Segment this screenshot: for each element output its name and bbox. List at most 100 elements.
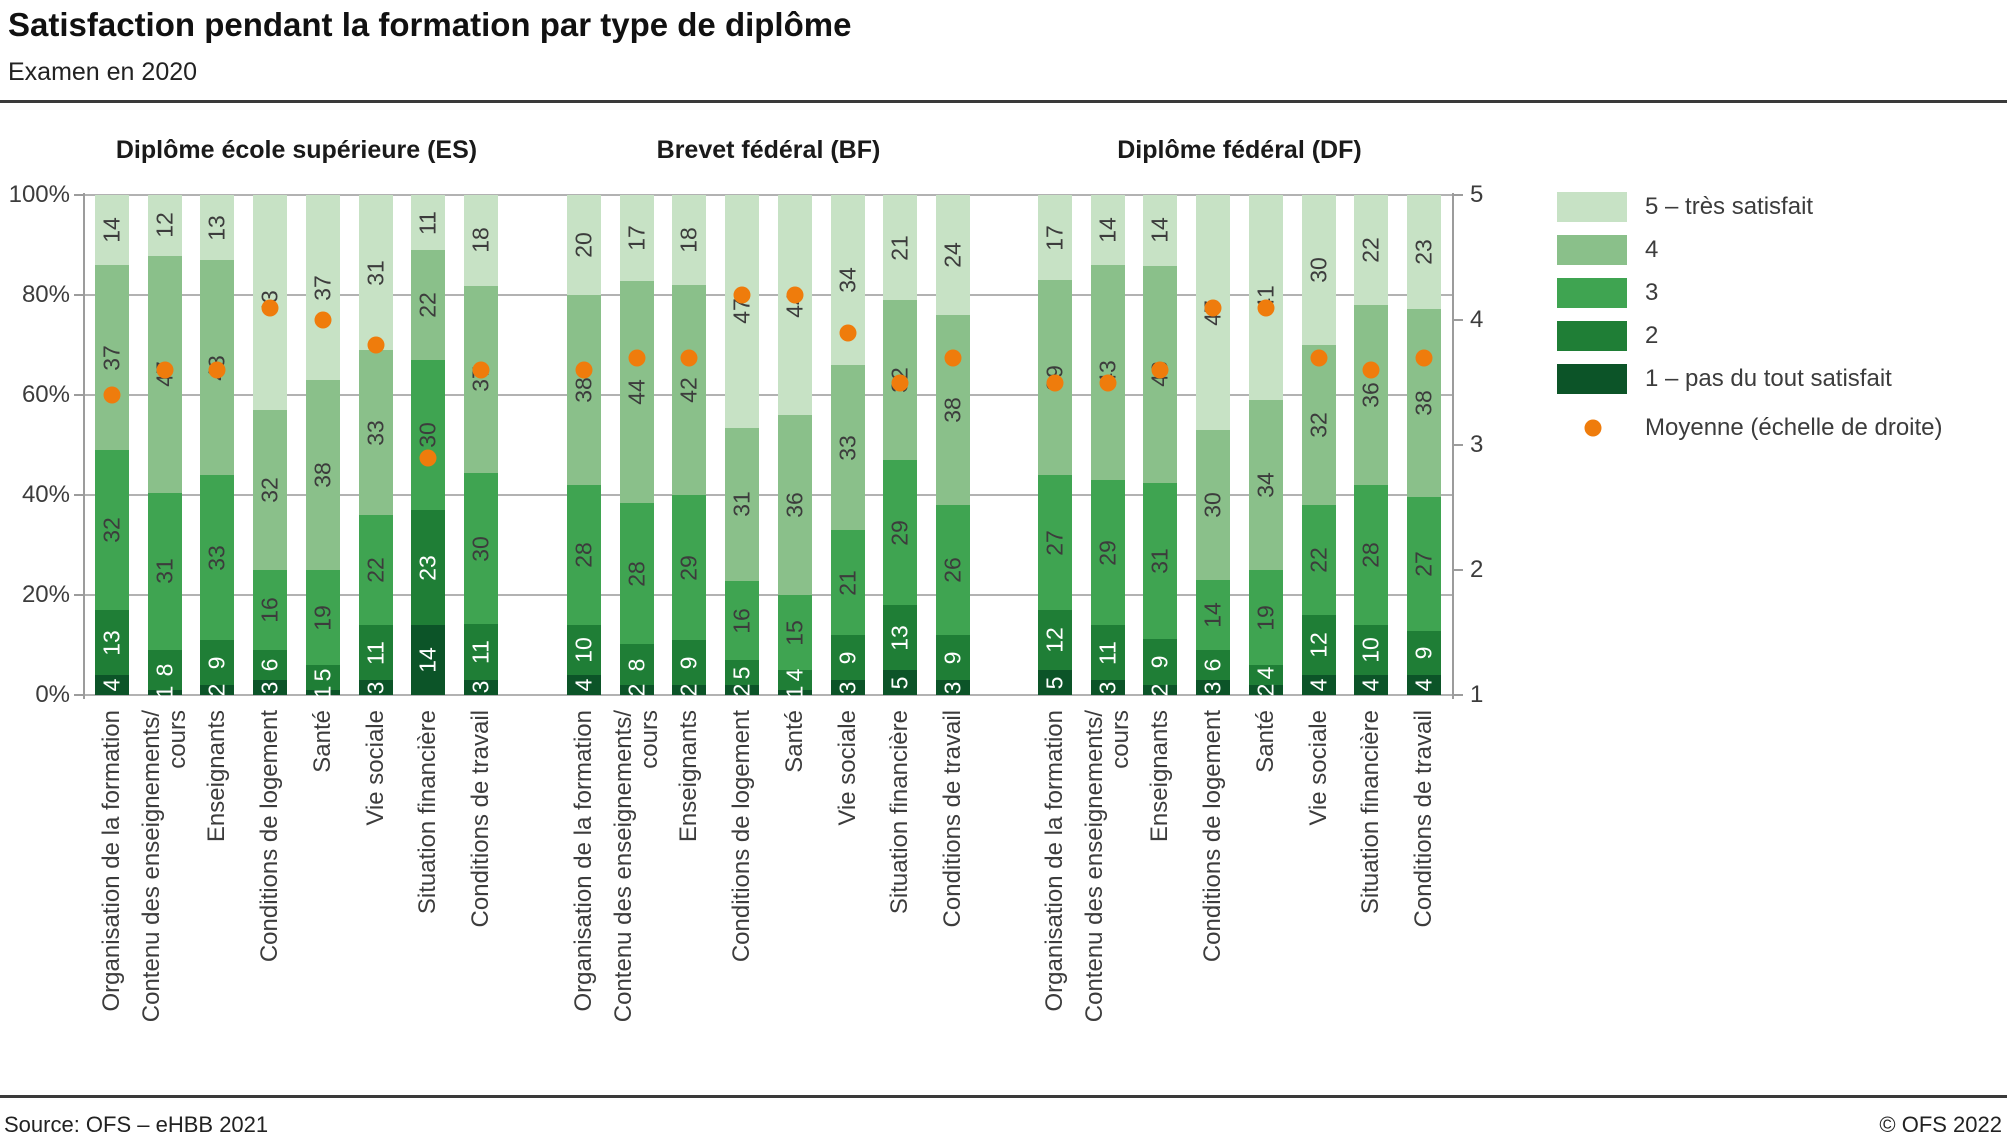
bar-value-label: 8	[623, 658, 650, 672]
x-axis-label: Situation financière	[414, 710, 442, 915]
bar-value-label: 13	[886, 624, 913, 651]
mean-dot	[472, 361, 490, 379]
bar-segment	[672, 285, 707, 495]
bar-segment	[1354, 625, 1389, 675]
x-axis-label: Enseignants	[675, 710, 703, 843]
bar-value-label: 5	[1041, 676, 1068, 689]
x-axis-label: Santé	[308, 710, 336, 773]
bar-value-label: 33	[362, 419, 389, 446]
bar-value-label: 16	[256, 597, 283, 623]
right-axis-tick-label: 2	[1470, 556, 1484, 583]
legend-label: 5 – très satisfait	[1645, 193, 1814, 220]
bar-value-label: 11	[467, 640, 494, 665]
gridline	[85, 694, 1452, 696]
bar-segment	[830, 635, 865, 680]
bar-segment	[1196, 430, 1231, 580]
bar-segment	[1143, 482, 1178, 640]
right-axis-tick-label: 5	[1470, 181, 1484, 208]
bar-value-label: 31	[1146, 548, 1173, 574]
bar-segment	[1038, 195, 1072, 280]
legend-swatch	[1557, 278, 1627, 308]
left-axis-tick-label: 0%	[35, 681, 70, 708]
bar-segment	[777, 670, 812, 690]
bar-segment	[1143, 195, 1178, 266]
bar-value-label: 9	[675, 656, 702, 669]
bar-value-label: 26	[939, 557, 966, 583]
bar-value-label: 30	[414, 422, 441, 448]
right-axis-tick	[1452, 444, 1463, 446]
bar-segment	[358, 680, 393, 695]
bar-value-label: 9	[939, 651, 966, 664]
bar-value-label: 37	[98, 344, 125, 371]
x-axis-label: Contenu des enseignements/ cours	[137, 710, 191, 1023]
bar-segment	[619, 195, 654, 281]
right-axis-tick	[1452, 694, 1463, 696]
bar-value-label: 3	[939, 681, 966, 694]
bar-segment	[777, 690, 812, 695]
bar-segment	[463, 195, 498, 286]
bar-segment	[253, 680, 288, 695]
mean-dot	[628, 349, 646, 366]
x-axis-label: Enseignants	[1146, 710, 1174, 843]
bar-segment	[672, 640, 707, 685]
bar-value-label: 12	[151, 212, 178, 239]
bar-segment	[411, 510, 446, 625]
bar-segment	[253, 650, 288, 680]
bar-segment	[777, 195, 812, 415]
bar-segment	[1354, 195, 1389, 305]
bar-value-label: 32	[98, 517, 125, 543]
bar-value-label: 32	[1305, 412, 1332, 438]
mean-dot	[786, 286, 804, 304]
bar-segment	[305, 690, 340, 695]
mean-dot	[419, 449, 437, 466]
legend-label: 4	[1645, 236, 1659, 263]
x-axis-label: Organisation de la formation	[98, 710, 125, 1012]
bar-segment	[935, 635, 970, 680]
bar-segment	[305, 380, 340, 570]
bar-segment	[1406, 195, 1441, 309]
bar-value-label: 22	[1357, 237, 1384, 263]
bar-value-label: 2	[675, 683, 702, 697]
bar-value-label: 3	[834, 681, 861, 694]
bar-value-label: 28	[1357, 542, 1384, 568]
bar-segment	[1301, 505, 1336, 615]
left-axis-tick-label: 20%	[21, 581, 70, 608]
left-axis-tick-label: 100%	[8, 181, 70, 208]
bar-segment	[147, 649, 182, 690]
bar-value-label: 9	[203, 656, 230, 669]
bar-value-label: 17	[623, 225, 650, 251]
bar-segment	[1301, 675, 1336, 695]
bar-segment	[1354, 305, 1389, 485]
bar-value-label: 29	[675, 554, 702, 581]
bar-segment	[883, 460, 918, 605]
bar-segment	[1406, 630, 1441, 676]
bar-value-label: 4	[570, 678, 597, 692]
mean-dot	[944, 349, 962, 366]
bar-value-label: 2	[728, 683, 755, 697]
bar-value-label: 22	[362, 557, 389, 583]
mean-dot	[103, 386, 121, 404]
left-axis-tick	[74, 594, 85, 596]
bar-value-label: 13	[98, 629, 125, 656]
bar-value-label: 33	[834, 434, 861, 461]
mean-dot	[891, 374, 909, 391]
gridline	[85, 394, 1452, 396]
x-axis-label: Conditions de travail	[938, 710, 966, 928]
bar-segment	[1248, 195, 1283, 400]
bar-value-label: 30	[1305, 257, 1332, 283]
bar-segment	[253, 570, 288, 650]
bar-value-label: 2	[203, 683, 230, 697]
bar-value-label: 4	[1252, 666, 1279, 680]
bar-value-label: 28	[570, 542, 597, 568]
bar-value-label: 27	[1041, 529, 1068, 556]
bar-value-label: 6	[1199, 658, 1226, 672]
bar-segment	[935, 680, 970, 695]
x-axis-label: Contenu des enseignements/ cours	[1080, 710, 1134, 1023]
bar-segment	[463, 285, 498, 473]
left-axis-tick-label: 80%	[21, 281, 70, 308]
right-axis-tick	[1452, 319, 1463, 321]
bar-segment	[619, 684, 654, 695]
group-title: Diplôme école supérieure (ES)	[115, 136, 478, 164]
bar-value-label: 20	[570, 232, 597, 258]
mean-dot	[680, 349, 698, 366]
